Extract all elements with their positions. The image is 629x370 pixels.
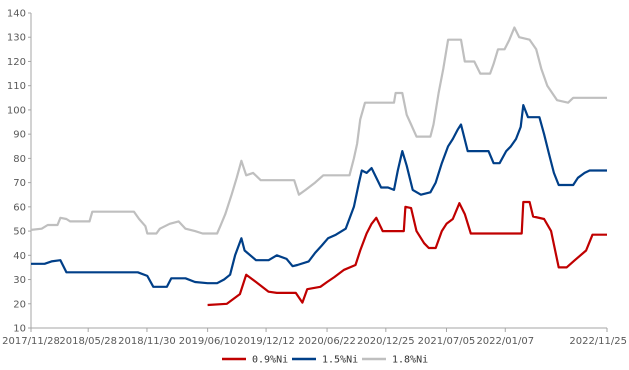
x-tick-label: 2019/06/10 (179, 336, 237, 347)
y-tick-label: 10 (13, 324, 26, 335)
y-tick-label: 130 (7, 33, 26, 44)
y-tick-label: 40 (13, 251, 26, 262)
y-tick-label: 70 (13, 178, 26, 189)
y-axis-ticks: 10 20 30 40 50 60 70 80 90 100 110 120 130 140 (7, 9, 31, 335)
y-tick-label: 30 (13, 275, 26, 286)
y-tick-label: 110 (7, 81, 26, 92)
legend-label: 0.9%Ni (252, 355, 288, 366)
series-line-0-9-ni (207, 200, 607, 307)
y-tick-label: 60 (13, 202, 26, 213)
series-line-1-8-ni (30, 26, 607, 235)
x-tick-label: 2019/12/12 (237, 336, 295, 347)
y-tick-label: 50 (13, 227, 26, 238)
x-tick-label: 2020/12/25 (357, 336, 415, 347)
x-tick-label: 2018/05/28 (59, 336, 117, 347)
x-tick-label: 2017/11/28 (2, 336, 60, 347)
x-tick-label: 2018/11/30 (118, 336, 176, 347)
y-tick-label: 20 (13, 299, 26, 310)
x-tick-label: 2021/07/05 (418, 336, 476, 347)
y-tick-label: 140 (7, 9, 26, 20)
series-lines (30, 26, 607, 307)
legend: 0.9%Ni 1.5%Ni 1.8%Ni (222, 355, 428, 366)
y-tick-label: 90 (13, 130, 26, 141)
y-tick-label: 100 (7, 105, 26, 116)
axes (30, 13, 607, 329)
x-tick-label: 2022/01/07 (476, 336, 534, 347)
legend-label: 1.8%Ni (392, 355, 428, 366)
x-tick-label: 2020/06/22 (298, 336, 356, 347)
series-line-1-5-ni (31, 104, 607, 288)
y-tick-label: 120 (7, 57, 26, 68)
legend-label: 1.5%Ni (322, 355, 358, 366)
y-tick-label: 80 (13, 154, 26, 165)
x-tick-label: 2022/11/25 (569, 336, 627, 347)
x-axis-ticks: 2017/11/28 2018/05/28 2018/11/30 2019/06/10… (2, 328, 627, 347)
